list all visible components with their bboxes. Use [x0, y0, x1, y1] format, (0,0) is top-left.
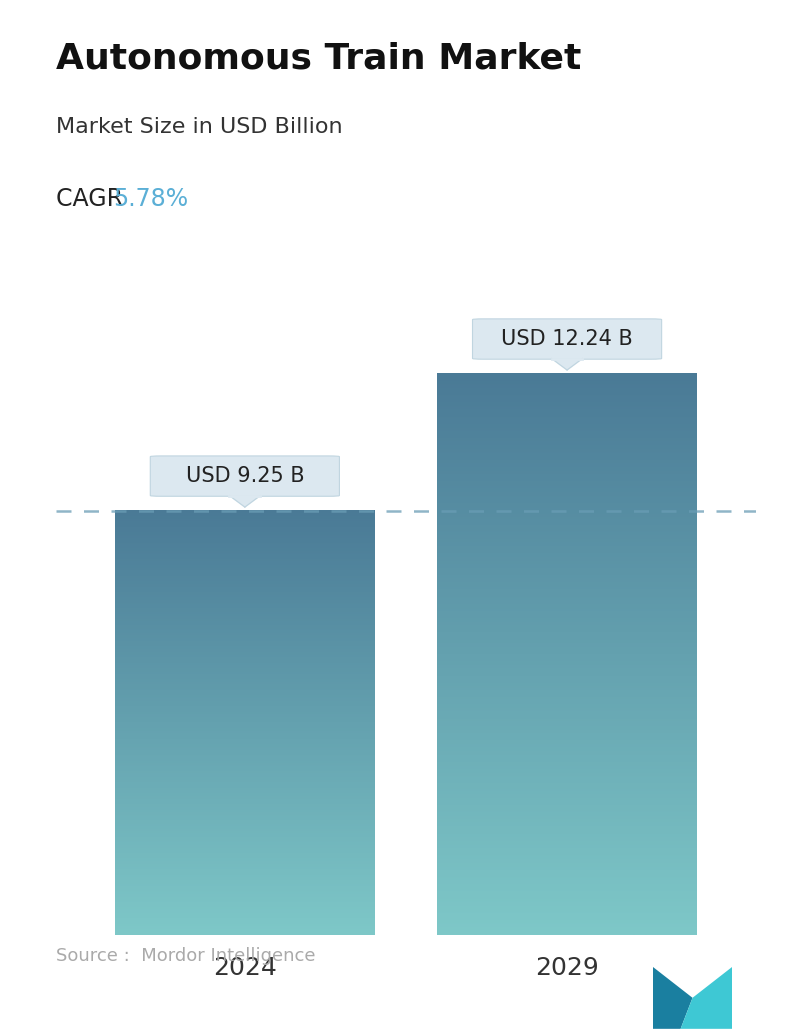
Text: USD 12.24 B: USD 12.24 B — [501, 329, 633, 349]
Text: Autonomous Train Market: Autonomous Train Market — [56, 41, 581, 75]
Text: CAGR: CAGR — [56, 186, 131, 211]
Text: 5.78%: 5.78% — [113, 186, 189, 211]
Polygon shape — [552, 359, 583, 370]
Text: USD 9.25 B: USD 9.25 B — [185, 466, 304, 486]
FancyBboxPatch shape — [473, 318, 661, 359]
Polygon shape — [681, 967, 732, 1029]
FancyBboxPatch shape — [150, 456, 339, 496]
Text: Market Size in USD Billion: Market Size in USD Billion — [56, 118, 342, 138]
Text: Source :  Mordor Intelligence: Source : Mordor Intelligence — [56, 946, 315, 965]
Polygon shape — [653, 967, 693, 1029]
Polygon shape — [229, 495, 260, 507]
